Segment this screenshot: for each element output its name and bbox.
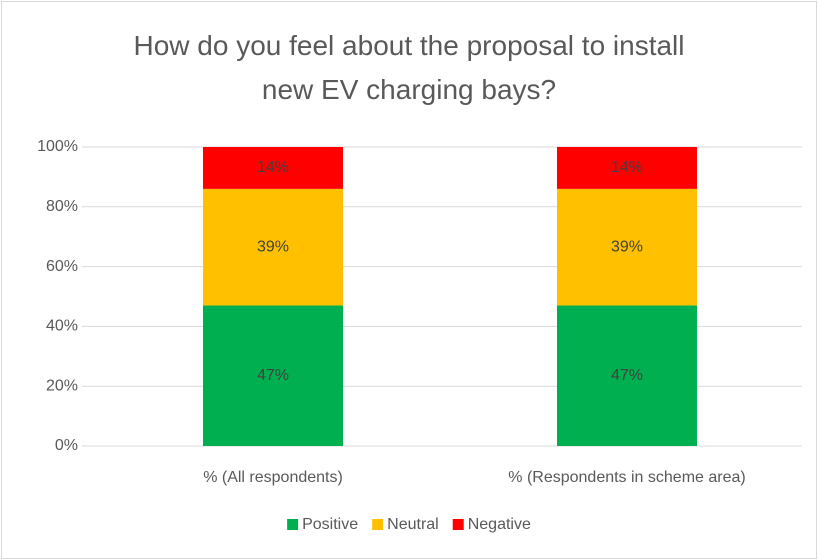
bar-segment [203, 147, 343, 189]
bar-segment [557, 147, 697, 189]
bar-segment [203, 188, 343, 306]
legend-swatch [452, 519, 464, 530]
legend-swatch [287, 519, 299, 530]
y-tick-label: 0% [55, 437, 78, 454]
chart-title: How do you feel about the proposal to in… [133, 30, 685, 105]
y-tick-label: 40% [46, 318, 78, 335]
x-tick-label: % (All respondents) [203, 469, 343, 486]
legend-label: Positive [302, 516, 358, 533]
bar-segment [557, 305, 697, 446]
x-tick-label: % (Respondents in scheme area) [508, 469, 745, 486]
y-tick-label: 60% [46, 258, 78, 275]
legend-label: Neutral [387, 516, 439, 533]
bar-segment [557, 188, 697, 306]
data-label: 39% [611, 238, 643, 255]
y-tick-label: 100% [37, 138, 78, 155]
legend-swatch [372, 519, 384, 530]
y-tick-label: 80% [46, 198, 78, 215]
data-label: 47% [257, 367, 289, 384]
data-label: 14% [611, 159, 643, 176]
legend-label: Negative [468, 516, 531, 533]
y-tick-label: 20% [46, 377, 78, 394]
data-label: 47% [611, 367, 643, 384]
data-label: 14% [257, 159, 289, 176]
bar-segment [203, 305, 343, 446]
data-label: 39% [257, 238, 289, 255]
